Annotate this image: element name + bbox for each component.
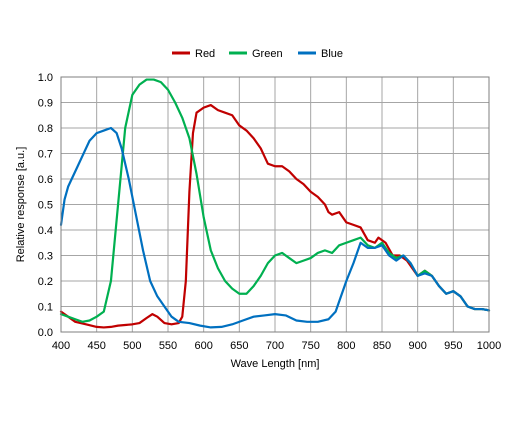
y-axis-title: Relative response [a.u.] (15, 147, 27, 263)
legend: Red Green Blue (172, 48, 343, 60)
axes: 400 450 500 550 600 650 700 750 800 850 900 950 1000… (38, 72, 502, 352)
x-tick-label: 950 (444, 340, 462, 352)
y-tick-label: 0.6 (38, 174, 53, 186)
x-tick-label: 900 (408, 340, 426, 352)
y-tick-label: 0.4 (38, 225, 53, 237)
x-tick-label: 650 (230, 340, 248, 352)
x-tick-label: 400 (52, 340, 70, 352)
x-tick-label: 700 (266, 340, 284, 352)
x-tick-label: 800 (337, 340, 355, 352)
x-tick-label: 600 (194, 340, 212, 352)
series-line-blue (59, 126, 491, 329)
y-tick-label: 0.0 (38, 327, 53, 339)
y-tick-label: 1.0 (38, 72, 53, 84)
series-lines (59, 78, 491, 329)
x-tick-label: 750 (301, 340, 319, 352)
x-tick-label: 500 (123, 340, 141, 352)
x-axis-title: Wave Length [nm] (231, 358, 320, 370)
plot-area-border (60, 76, 490, 333)
y-tick-label: 0.2 (38, 276, 53, 288)
y-tick-label: 0.3 (38, 251, 53, 263)
x-tick-label: 550 (159, 340, 177, 352)
legend-label-green: Green (252, 48, 283, 60)
x-tick-label: 1000 (477, 340, 501, 352)
y-tick-label: 0.9 (38, 98, 53, 110)
x-tick-label: 450 (87, 340, 105, 352)
y-tick-label: 0.7 (38, 149, 53, 161)
x-tick-label: 850 (373, 340, 391, 352)
legend-label-red: Red (195, 48, 215, 60)
legend-label-blue: Blue (321, 48, 343, 60)
y-tick-label: 0.5 (38, 200, 53, 212)
grid (60, 76, 490, 333)
y-tick-label: 0.1 (38, 302, 53, 314)
y-tick-label: 0.8 (38, 123, 53, 135)
